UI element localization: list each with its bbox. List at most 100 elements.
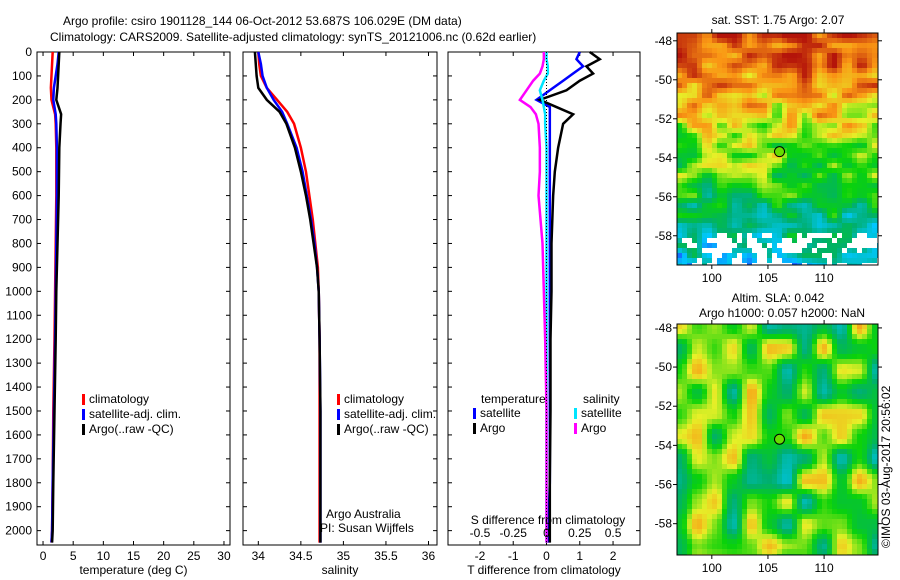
map-cell — [707, 359, 712, 364]
map-cell — [742, 544, 747, 549]
map-cell — [777, 113, 782, 118]
map-cell — [812, 549, 817, 554]
map-cell — [677, 484, 682, 489]
map-cell — [747, 529, 752, 534]
map-cell — [857, 213, 862, 218]
map-cell — [707, 228, 712, 233]
map-cell — [717, 434, 722, 439]
map-cell — [707, 258, 712, 263]
map-cell — [737, 68, 742, 73]
map-cell — [757, 88, 762, 93]
map-cell — [872, 389, 877, 394]
map-cell — [752, 324, 757, 329]
map-cell — [707, 58, 712, 63]
map-cell — [872, 213, 877, 218]
map-cell — [847, 63, 852, 68]
map-cell — [707, 68, 712, 73]
map-cell — [687, 364, 692, 369]
map-cell — [812, 374, 817, 379]
map-cell — [797, 544, 802, 549]
map-cell — [722, 223, 727, 228]
map-cell — [802, 248, 807, 253]
map-cell — [847, 253, 852, 258]
map-cell — [767, 218, 772, 223]
map-cell — [852, 68, 857, 73]
map-cell — [712, 334, 717, 339]
map-cell — [707, 404, 712, 409]
map-cell — [742, 344, 747, 349]
map-cell — [822, 344, 827, 349]
map-cell — [872, 173, 877, 178]
map-cell — [732, 494, 737, 499]
map-cell — [747, 223, 752, 228]
map-cell — [757, 158, 762, 163]
map-cell — [677, 414, 682, 419]
map-cell — [712, 243, 717, 248]
map-cell — [872, 459, 877, 464]
map-cell — [702, 213, 707, 218]
sst-map — [677, 33, 878, 265]
map-cell — [807, 449, 812, 454]
map-cell — [872, 489, 877, 494]
map-cell — [762, 424, 767, 429]
map-cell — [817, 258, 822, 263]
map-cell — [842, 464, 847, 469]
map-cell — [782, 489, 787, 494]
map-cell — [862, 404, 867, 409]
map-cell — [757, 228, 762, 233]
map-cell — [682, 233, 687, 238]
map-cell — [797, 73, 802, 78]
map-cell — [852, 73, 857, 78]
map-cell — [747, 188, 752, 193]
map-cell — [767, 499, 772, 504]
map-cell — [727, 444, 732, 449]
map-cell — [777, 58, 782, 63]
map-cell — [792, 213, 797, 218]
map-cell — [752, 414, 757, 419]
map-cell — [697, 464, 702, 469]
map-cell — [832, 168, 837, 173]
map-cell — [697, 228, 702, 233]
map-cell — [747, 163, 752, 168]
map-cell — [812, 419, 817, 424]
map-cell — [747, 183, 752, 188]
map-cell — [857, 98, 862, 103]
map-cell — [822, 223, 827, 228]
map-cell — [692, 384, 697, 389]
map-cell — [757, 549, 762, 554]
map-cell — [717, 504, 722, 509]
map-cell — [757, 409, 762, 414]
map-cell — [752, 539, 757, 544]
map-cell — [817, 414, 822, 419]
map-cell — [757, 203, 762, 208]
map-cell — [782, 394, 787, 399]
map-cell — [782, 484, 787, 489]
map-cell — [787, 459, 792, 464]
map-cell — [842, 128, 847, 133]
map-cell — [852, 469, 857, 474]
map-cell — [677, 419, 682, 424]
map-cell — [732, 113, 737, 118]
map-cell — [712, 183, 717, 188]
map-cell — [797, 384, 802, 389]
map-cell — [787, 213, 792, 218]
map-cell — [787, 354, 792, 359]
map-cell — [802, 529, 807, 534]
map-cell — [682, 374, 687, 379]
map-cell — [742, 148, 747, 153]
map-cell — [797, 223, 802, 228]
map-cell — [697, 148, 702, 153]
map-cell — [827, 514, 832, 519]
map-cell — [762, 113, 767, 118]
map-cell — [737, 324, 742, 329]
map-cell — [862, 389, 867, 394]
map-cell — [742, 329, 747, 334]
map-cell — [837, 218, 842, 223]
map-cell — [737, 43, 742, 48]
map-cell — [727, 143, 732, 148]
map-cell — [777, 228, 782, 233]
map-cell — [677, 454, 682, 459]
map-cell — [802, 549, 807, 554]
map-cell — [842, 58, 847, 63]
map-cell — [862, 549, 867, 554]
